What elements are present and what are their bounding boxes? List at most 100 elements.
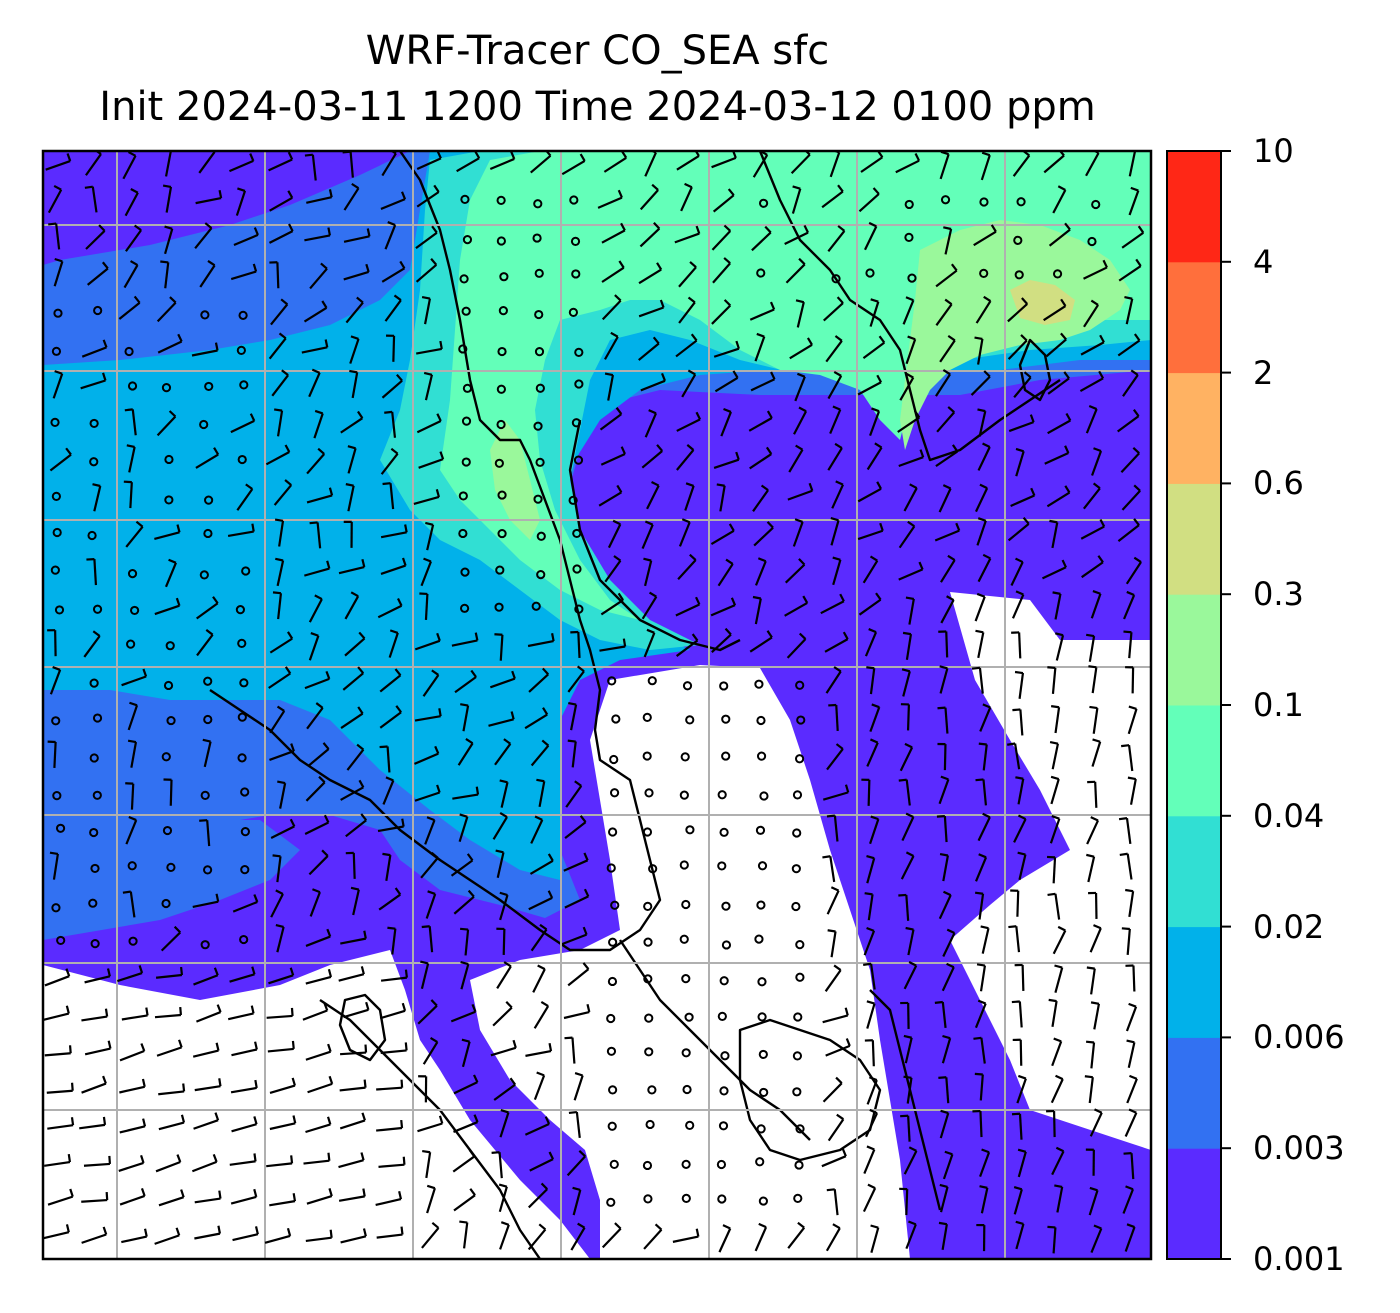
wind-barb-feather: [429, 1036, 438, 1044]
calm-circle: [92, 790, 102, 800]
calm-circle: [979, 197, 989, 207]
wind-barb-feather: [49, 851, 59, 856]
calm-circle: [642, 751, 652, 761]
wind-barb-feather: [320, 262, 328, 270]
wind-barb-feather: [1015, 776, 1024, 780]
wind-barb-shaft: [864, 225, 878, 251]
wind-barb-shaft: [311, 154, 317, 181]
wind-barb-feather: [978, 742, 987, 746]
wind-barb-feather: [164, 225, 173, 230]
wind-barb-feather: [579, 153, 586, 162]
wind-barb-shaft: [380, 531, 407, 539]
wind-barb-feather: [1014, 670, 1024, 675]
wind-barb-shaft: [377, 604, 403, 619]
wind-barb-feather: [360, 966, 365, 975]
calm-circle: [907, 273, 917, 283]
calm-circle: [88, 898, 98, 908]
wind-barb-shaft: [676, 449, 695, 471]
wind-barb-feather: [827, 929, 836, 933]
wind-barb-feather: [177, 333, 183, 342]
wind-barb-shaft: [196, 602, 219, 620]
wind-barb-shaft: [421, 1227, 440, 1249]
wind-barb-feather: [329, 1229, 333, 1238]
wind-barb-shaft: [416, 191, 440, 208]
wind-barb-feather: [400, 1119, 404, 1129]
wind-barb-feather: [328, 1075, 334, 1085]
calm-circle: [679, 860, 689, 870]
calm-circle: [717, 1011, 727, 1021]
wind-barb-feather: [272, 854, 281, 858]
wind-barb-shaft: [85, 153, 102, 176]
wind-barb-shaft: [565, 785, 583, 808]
wind-barb-feather: [870, 815, 879, 821]
calm-circle: [459, 274, 469, 284]
wind-barb-feather: [548, 1151, 555, 1160]
wind-barb-shaft: [1007, 339, 1028, 360]
wind-barb-shaft: [81, 1198, 108, 1203]
wind-barb-feather: [213, 447, 220, 456]
wind-barb-shaft: [898, 568, 924, 581]
wind-barb-feather: [1060, 298, 1067, 307]
wind-barb-feather: [1089, 1186, 1098, 1192]
wind-barb-shaft: [980, 154, 991, 181]
wind-barb-shaft: [160, 931, 182, 952]
wind-barb-feather: [943, 226, 952, 231]
wind-barb-shaft: [47, 1124, 74, 1130]
wind-barb-shaft: [191, 1160, 218, 1173]
wind-barb-feather: [430, 851, 439, 859]
wind-barb-feather: [365, 1001, 370, 1011]
calm-circle: [92, 604, 103, 614]
wind-barb-shaft: [1016, 1078, 1027, 1104]
wind-barb-feather: [802, 595, 809, 604]
wind-barb-shaft: [1008, 421, 1034, 433]
wind-barb-feather: [548, 1043, 553, 1052]
wind-barb-feather: [1129, 1074, 1138, 1080]
wind-barb-shaft: [195, 196, 222, 205]
wind-barb-feather: [251, 966, 256, 975]
wind-barb-feather: [390, 447, 399, 455]
wind-barb-shaft: [538, 781, 546, 808]
wind-barb-feather: [723, 257, 731, 265]
wind-barb-shaft: [530, 819, 544, 844]
wind-barb-feather: [284, 666, 292, 675]
wind-barb-shaft: [599, 413, 623, 431]
wind-barb-feather: [540, 1182, 549, 1190]
wind-barb-feather: [439, 340, 443, 350]
wind-barb-shaft: [386, 746, 391, 773]
wind-barb-shaft: [573, 1075, 584, 1101]
wind-barb-feather: [315, 702, 324, 709]
wind-barb-shaft: [907, 1115, 911, 1142]
wind-barb-feather: [1061, 559, 1067, 568]
wind-barb-shaft: [414, 752, 439, 765]
calm-circle: [647, 1085, 657, 1095]
wind-barb-feather: [1123, 630, 1132, 634]
wind-barb-feather: [345, 483, 354, 487]
calm-circle: [865, 268, 875, 278]
wind-barb-shaft: [903, 1150, 918, 1175]
wind-barb-feather: [1015, 447, 1024, 453]
wind-barb-feather: [942, 484, 952, 490]
wind-barb-feather: [499, 779, 508, 784]
calm-circle: [792, 1051, 803, 1061]
wind-barb-feather: [254, 1079, 258, 1089]
calm-circle: [239, 934, 249, 945]
wind-barb-feather: [551, 633, 555, 642]
wind-barb-feather: [347, 445, 356, 450]
wind-barb-feather: [798, 558, 806, 566]
wind-barb-shaft: [417, 1004, 438, 1025]
wind-barb-shaft: [424, 593, 429, 620]
wind-barb-shaft: [453, 1081, 478, 1095]
wind-barb-shaft: [827, 230, 846, 253]
wind-barb-shaft: [376, 1126, 403, 1132]
wind-barb-feather: [122, 890, 131, 894]
calm-circle: [574, 347, 584, 357]
wind-barb-feather: [435, 488, 441, 498]
wind-barb-feather: [870, 298, 879, 303]
wind-barb-shaft: [713, 458, 740, 469]
wind-barb-shaft: [1047, 419, 1071, 435]
wind-barb-feather: [467, 889, 475, 898]
wind-barb-shaft: [830, 931, 837, 958]
wind-barb-shaft: [347, 485, 355, 512]
wind-barb-feather: [1050, 775, 1060, 781]
